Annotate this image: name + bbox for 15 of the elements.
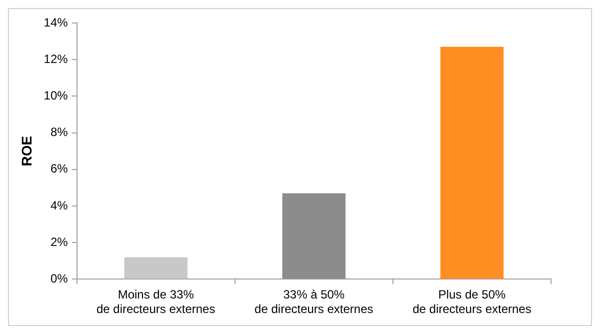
- bar: [282, 193, 346, 279]
- y-tick-label: 8%: [50, 125, 68, 140]
- bar: [440, 46, 504, 279]
- y-tick-label: 4%: [50, 198, 68, 212]
- bar: [124, 257, 188, 279]
- y-tick-label: 10%: [44, 88, 68, 103]
- y-tick-label: 2%: [50, 234, 68, 249]
- x-tick-label: 33% à 50% de directeurs externes: [254, 288, 374, 316]
- x-tick-label: Moins de 33% de directeurs externes: [96, 288, 216, 316]
- y-tick-label: 0%: [50, 272, 68, 286]
- x-tick-label: Plus de 50% de directeurs externes: [412, 288, 532, 316]
- y-axis-title: ROE: [18, 136, 34, 166]
- y-tick-label: 12%: [44, 52, 68, 66]
- y-tick-label: 6%: [50, 162, 68, 176]
- y-tick-label: 14%: [44, 15, 68, 30]
